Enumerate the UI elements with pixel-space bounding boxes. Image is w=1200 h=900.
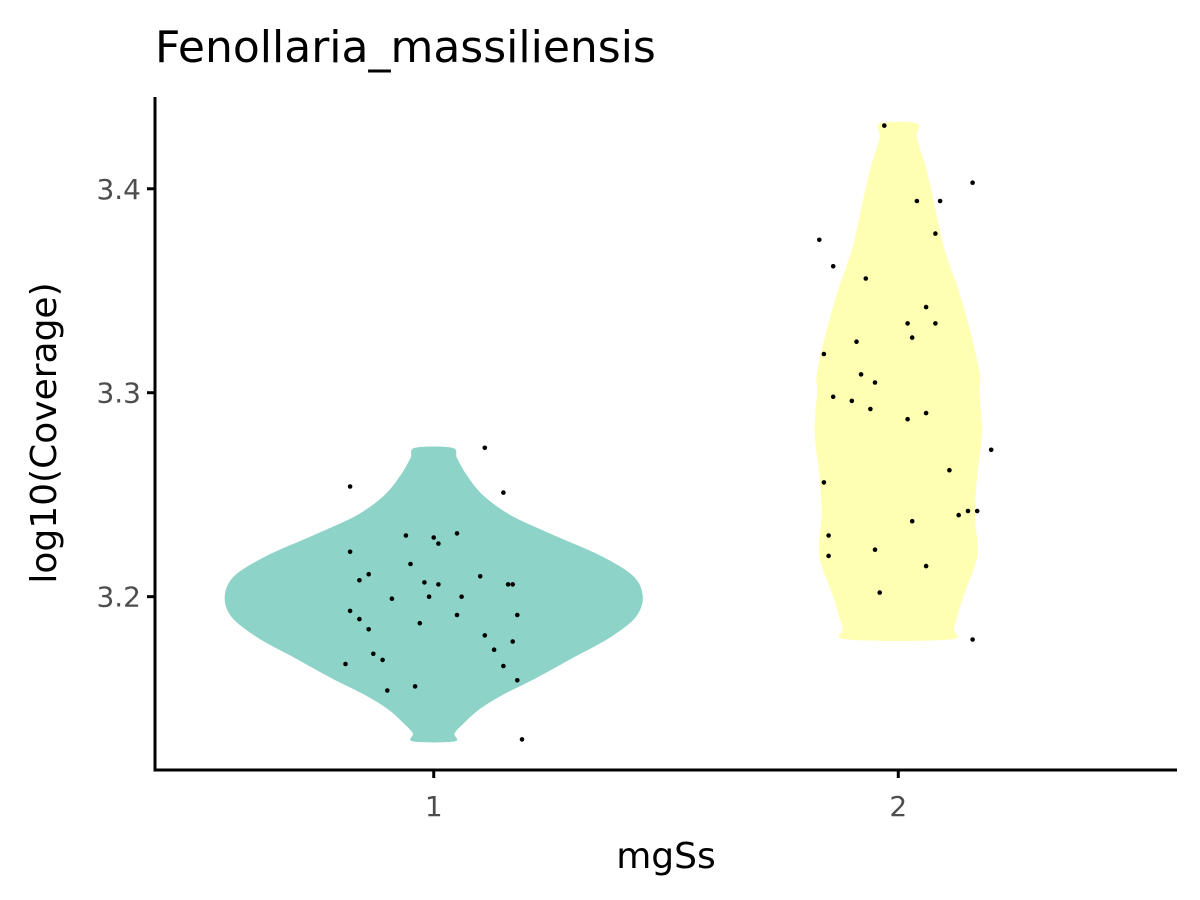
data-point — [389, 596, 395, 601]
chart-title: Fenollaria_massiliensis — [155, 22, 656, 73]
data-point — [426, 594, 432, 599]
data-point — [403, 533, 409, 538]
data-point — [988, 447, 994, 453]
data-point — [347, 608, 353, 614]
data-point — [970, 637, 975, 642]
data-point — [923, 304, 929, 310]
data-point — [436, 541, 441, 546]
data-point — [821, 351, 827, 357]
data-point — [909, 518, 915, 524]
violin-2 — [814, 121, 982, 641]
data-point — [477, 574, 483, 579]
data-point — [431, 535, 437, 540]
data-point — [863, 276, 869, 281]
data-point — [412, 684, 418, 689]
data-point — [826, 533, 831, 538]
data-point — [482, 633, 488, 638]
x-tick-label: 2 — [889, 790, 907, 823]
data-point — [366, 571, 372, 577]
y-tick-label: 3.4 — [96, 173, 141, 206]
data-point — [849, 398, 855, 404]
data-point — [854, 339, 859, 345]
data-point — [380, 657, 385, 663]
data-point — [872, 547, 878, 552]
data-point — [408, 561, 413, 567]
data-point — [505, 582, 511, 587]
y-ticks: 3.2 3.3 3.4 — [96, 173, 155, 614]
data-point — [510, 582, 515, 587]
data-point — [830, 394, 836, 400]
data-point — [515, 678, 520, 683]
data-point — [858, 372, 864, 377]
data-point — [914, 198, 920, 204]
data-point — [436, 582, 441, 587]
data-point — [501, 663, 506, 669]
data-point — [371, 651, 376, 657]
data-point — [385, 688, 390, 693]
data-point — [357, 578, 362, 583]
data-point — [459, 594, 464, 599]
data-point — [454, 531, 460, 536]
y-tick-label: 3.3 — [96, 377, 141, 410]
data-point — [956, 512, 961, 518]
data-point — [909, 335, 915, 340]
data-point — [510, 639, 515, 644]
data-point — [905, 321, 910, 326]
data-point — [519, 737, 525, 742]
data-point — [923, 563, 929, 569]
data-point — [965, 508, 971, 514]
data-point — [905, 416, 910, 422]
x-axis-title: mgSs — [616, 836, 716, 877]
data-point — [454, 612, 460, 618]
data-point — [974, 508, 980, 514]
data-point — [923, 410, 929, 416]
points-layer — [343, 123, 994, 742]
data-point — [347, 484, 353, 489]
data-point — [817, 237, 822, 243]
data-point — [366, 627, 372, 632]
data-point — [422, 580, 427, 585]
data-point — [821, 480, 827, 485]
data-point — [882, 123, 887, 128]
data-point — [343, 661, 348, 667]
data-point — [970, 180, 975, 185]
data-point — [933, 321, 938, 326]
y-tick-label: 3.2 — [96, 581, 141, 614]
data-point — [491, 647, 497, 652]
data-point — [872, 380, 878, 385]
data-point — [417, 620, 423, 626]
data-point — [868, 406, 873, 412]
data-point — [826, 553, 831, 559]
data-point — [482, 445, 488, 451]
data-point — [877, 590, 882, 595]
violins-layer — [224, 121, 982, 743]
data-point — [830, 264, 836, 269]
data-point — [947, 467, 952, 473]
data-point — [357, 616, 362, 622]
y-axis-title: log10(Coverage) — [24, 282, 65, 583]
x-tick-label: 1 — [425, 790, 443, 823]
data-point — [347, 549, 353, 555]
data-point — [501, 490, 506, 495]
data-point — [515, 612, 520, 618]
data-point — [937, 198, 943, 204]
violin-1 — [224, 446, 643, 743]
data-point — [933, 231, 938, 236]
